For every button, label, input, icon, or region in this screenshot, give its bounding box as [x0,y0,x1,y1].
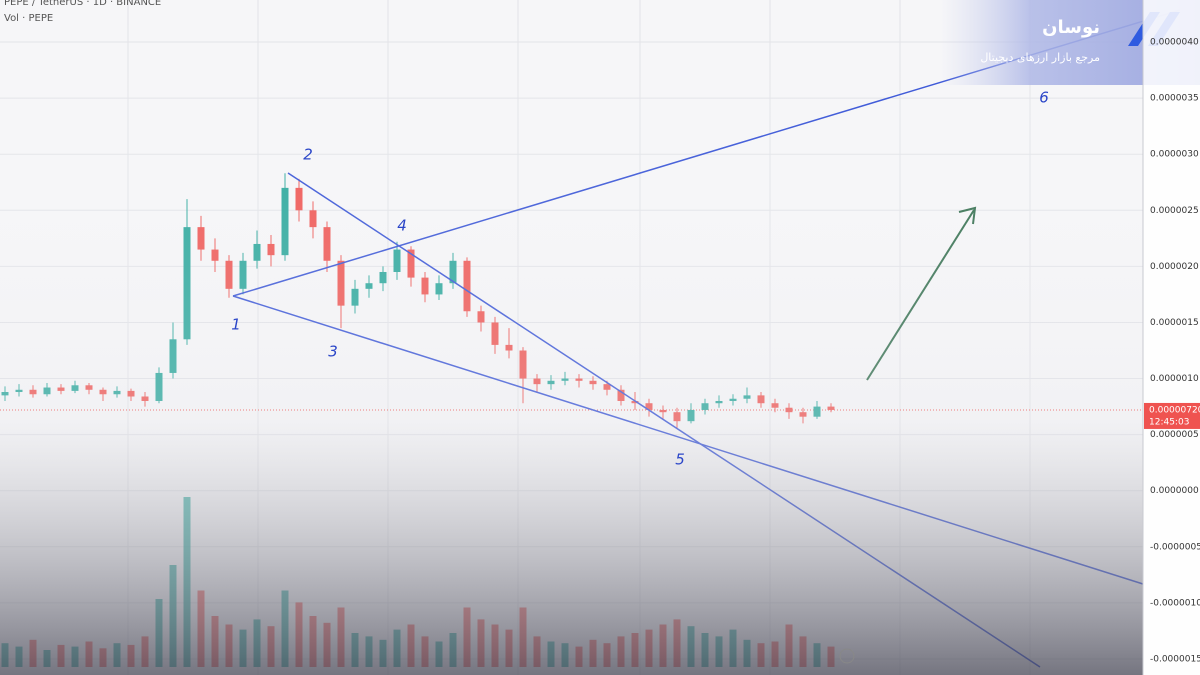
y-tick-label: 0.0000010 [1150,374,1199,384]
countdown: 12:45:03 [1149,417,1189,427]
replay-icon[interactable] [839,648,855,664]
y-tick-label: 0.0000035 [1150,94,1199,104]
price-axis [1143,0,1200,675]
brand-tagline: مرجع بازار ارزهای دیجیتال [980,51,1100,64]
y-tick-label: 0.0000030 [1150,150,1199,160]
y-tick-label: -0.0000005 [1150,542,1200,552]
last-price-label: 0.00000720 [1149,405,1200,415]
y-tick-label: 0.0000025 [1150,206,1199,216]
last-price-tag [1144,402,1200,429]
wave-label: 1 [231,316,241,334]
y-tick-label: -0.0000010 [1150,598,1200,608]
wave-label: 4 [397,217,407,235]
wave-label: 2 [303,146,313,164]
y-tick-label: 0.0000040 [1150,38,1199,48]
wave-label: 5 [675,451,685,469]
y-tick-label: 0.0000000 [1150,486,1199,496]
y-tick-label: 0.0000005 [1150,430,1199,440]
shade [0,0,1143,675]
symbol-header: PEPE / TetherUS · 1D · BINANCE [4,0,161,8]
wave-label: 3 [328,343,338,361]
y-tick-label: -0.0000015 [1150,654,1200,664]
y-tick-label: 0.0000020 [1150,262,1199,272]
volume-label: Vol · PEPE [4,13,53,24]
wave-label: 6 [1039,89,1049,107]
y-tick-label: 0.0000015 [1150,318,1199,328]
brand-name: نوسان [1042,17,1100,38]
